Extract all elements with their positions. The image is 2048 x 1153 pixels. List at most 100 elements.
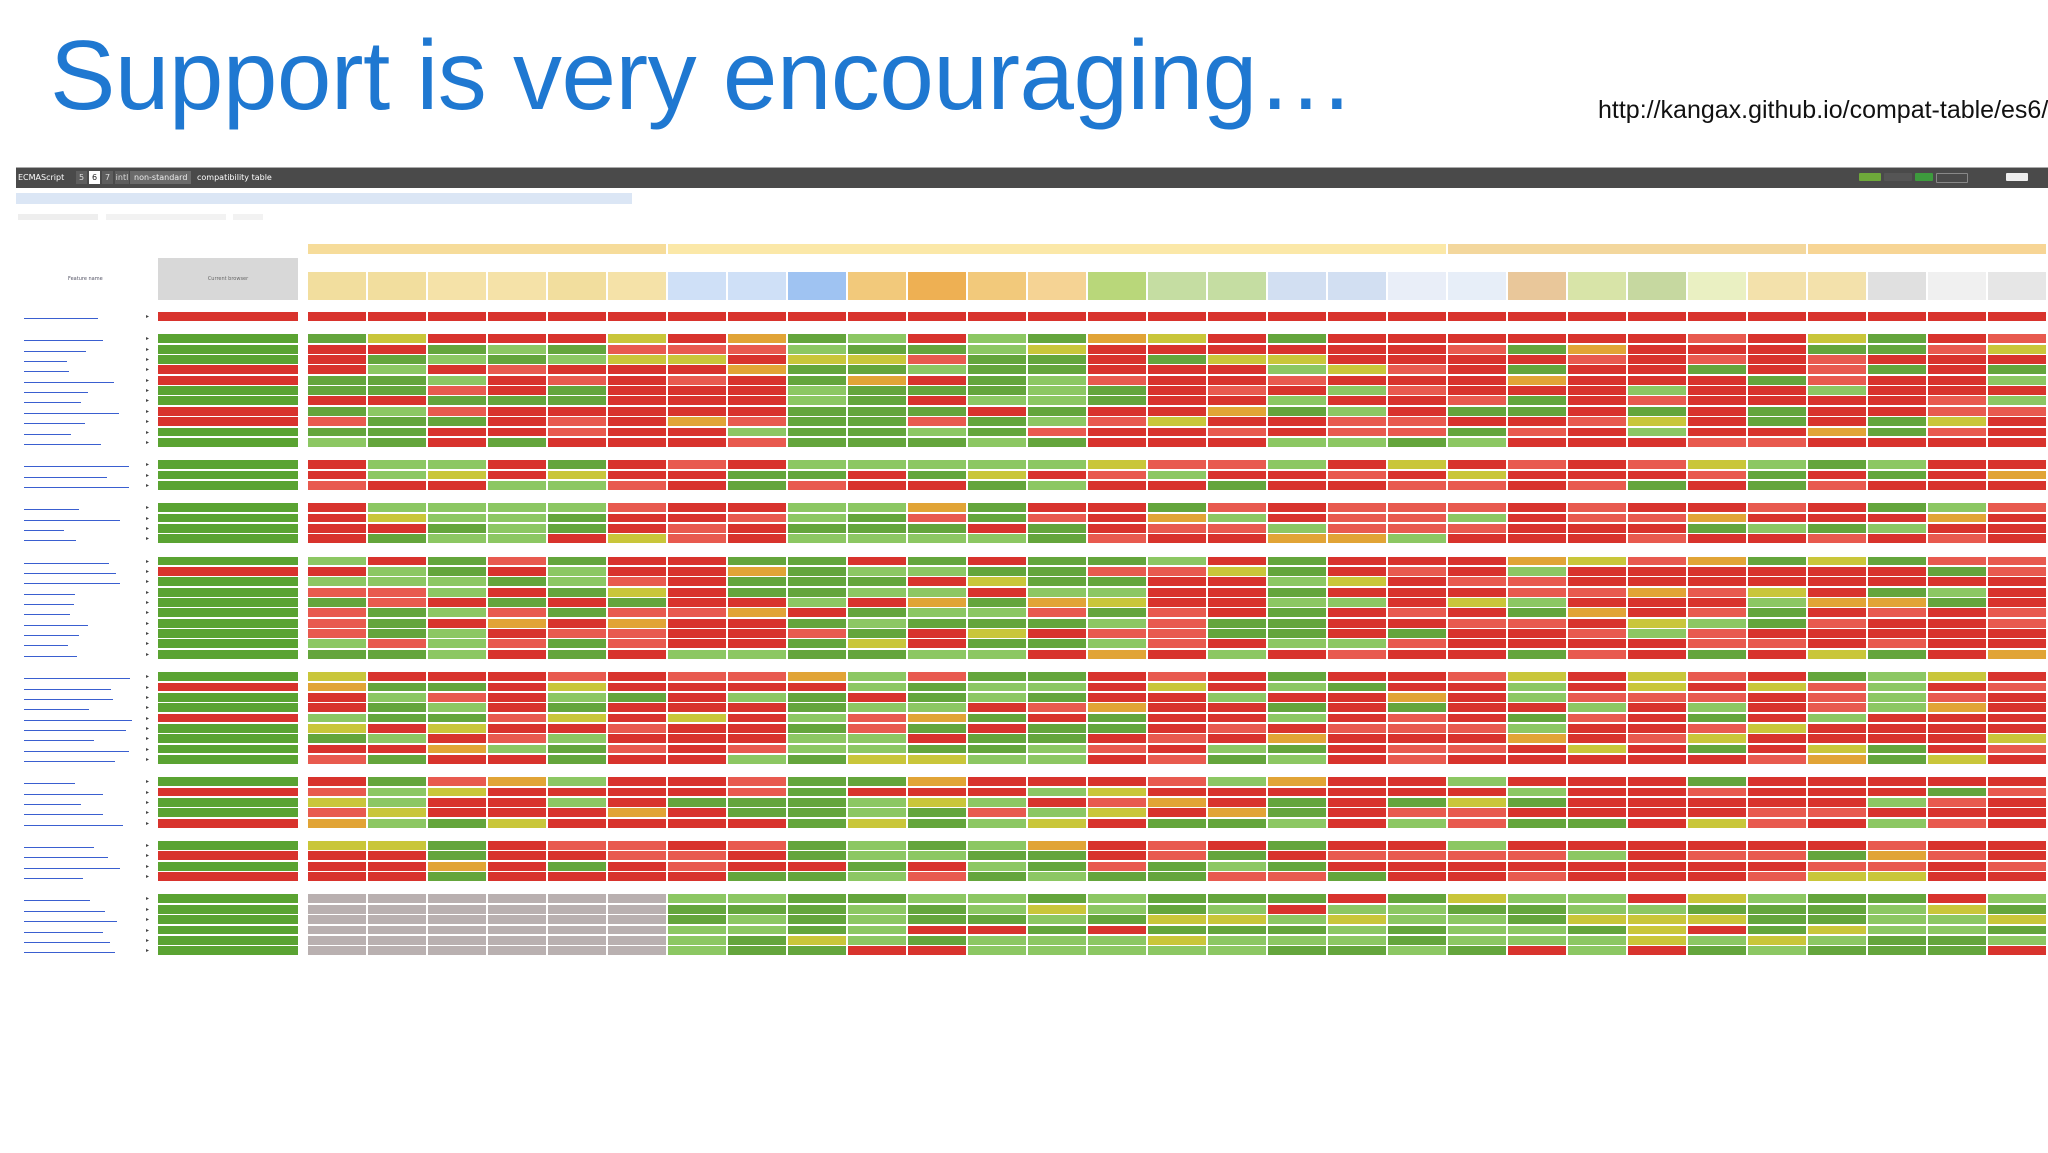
feature-link[interactable]	[24, 650, 77, 657]
platform-column-header[interactable]	[1508, 258, 1566, 300]
feature-link[interactable]	[24, 915, 117, 923]
expand-arrow-icon[interactable]: ▸	[146, 819, 150, 827]
unstable-platforms-toggle[interactable]	[534, 193, 632, 204]
feature-link[interactable]	[24, 714, 132, 721]
expand-arrow-icon[interactable]: ▸	[146, 947, 150, 955]
feature-link[interactable]	[24, 396, 81, 404]
platform-column-header[interactable]	[1388, 258, 1446, 300]
expand-arrow-icon[interactable]: ▸	[146, 376, 150, 384]
feature-link[interactable]	[24, 355, 67, 363]
platform-column-header[interactable]	[1148, 258, 1206, 300]
feature-link[interactable]	[24, 376, 114, 383]
platform-column-header[interactable]	[1328, 258, 1386, 300]
expand-arrow-icon[interactable]: ▸	[146, 673, 150, 681]
expand-arrow-icon[interactable]: ▸	[146, 438, 150, 446]
platform-column-header[interactable]	[308, 258, 366, 300]
expand-arrow-icon[interactable]: ▸	[146, 735, 150, 743]
feature-link[interactable]	[24, 534, 76, 542]
expand-arrow-icon[interactable]: ▸	[146, 345, 150, 353]
feature-link[interactable]	[24, 734, 94, 742]
expand-arrow-icon[interactable]: ▸	[146, 619, 150, 627]
expand-arrow-icon[interactable]: ▸	[146, 535, 150, 543]
feature-link[interactable]	[24, 471, 107, 478]
feature-link[interactable]	[24, 693, 113, 700]
expand-arrow-icon[interactable]: ▸	[146, 755, 150, 763]
feature-link[interactable]	[24, 407, 119, 414]
feature-link[interactable]	[24, 428, 71, 435]
feature-link[interactable]	[24, 755, 115, 762]
platform-column-header[interactable]	[1808, 258, 1866, 300]
expand-arrow-icon[interactable]: ▸	[146, 693, 150, 701]
expand-arrow-icon[interactable]: ▸	[146, 905, 150, 913]
expand-arrow-icon[interactable]: ▸	[146, 428, 150, 436]
feature-link[interactable]	[24, 788, 103, 795]
expand-arrow-icon[interactable]: ▸	[146, 852, 150, 860]
feature-link[interactable]	[24, 608, 70, 616]
feature-link[interactable]	[24, 926, 103, 933]
feature-link[interactable]	[24, 683, 111, 690]
expand-arrow-icon[interactable]: ▸	[146, 714, 150, 722]
feature-link[interactable]	[24, 514, 120, 521]
platform-column-header[interactable]	[548, 258, 606, 300]
platform-column-header[interactable]	[368, 258, 426, 300]
version-tab-6[interactable]: 6	[89, 171, 100, 184]
expand-arrow-icon[interactable]: ▸	[146, 778, 150, 786]
expand-arrow-icon[interactable]: ▸	[146, 588, 150, 596]
feature-link[interactable]	[24, 577, 120, 585]
expand-arrow-icon[interactable]: ▸	[146, 926, 150, 934]
expand-arrow-icon[interactable]: ▸	[146, 397, 150, 405]
platform-column-header[interactable]	[1868, 258, 1926, 300]
feature-link[interactable]	[24, 745, 129, 752]
feature-link[interactable]	[24, 481, 129, 488]
feature-link[interactable]	[24, 557, 109, 564]
platform-column-header[interactable]	[1748, 258, 1806, 300]
expand-arrow-icon[interactable]: ▸	[146, 387, 150, 395]
version-tab-5[interactable]: 5	[76, 171, 87, 184]
expand-arrow-icon[interactable]: ▸	[146, 599, 150, 607]
feature-link[interactable]	[24, 629, 79, 637]
share-badge[interactable]	[1859, 173, 1881, 181]
expand-arrow-icon[interactable]: ▸	[146, 461, 150, 469]
version-tab-7[interactable]: 7	[102, 171, 113, 184]
expand-arrow-icon[interactable]: ▸	[146, 704, 150, 712]
platform-column-header[interactable]	[728, 258, 786, 300]
expand-arrow-icon[interactable]: ▸	[146, 895, 150, 903]
feature-link[interactable]	[24, 438, 101, 445]
expand-arrow-icon[interactable]: ▸	[146, 418, 150, 426]
feature-link[interactable]	[24, 724, 126, 731]
expand-arrow-icon[interactable]: ▸	[146, 313, 150, 320]
expand-arrow-icon[interactable]: ▸	[146, 356, 150, 364]
platform-column-header[interactable]	[1088, 258, 1146, 300]
feature-link[interactable]	[24, 894, 90, 902]
feature-link[interactable]	[24, 777, 75, 785]
expand-arrow-icon[interactable]: ▸	[146, 862, 150, 870]
feature-link[interactable]	[24, 619, 88, 626]
expand-arrow-icon[interactable]: ▸	[146, 504, 150, 512]
expand-arrow-icon[interactable]: ▸	[146, 407, 150, 415]
expand-arrow-icon[interactable]: ▸	[146, 640, 150, 648]
expand-arrow-icon[interactable]: ▸	[146, 916, 150, 924]
feature-link[interactable]	[24, 808, 103, 816]
platform-column-header[interactable]	[848, 258, 906, 300]
platform-column-header[interactable]	[428, 258, 486, 300]
feature-link[interactable]	[24, 819, 123, 826]
platform-column-header[interactable]	[788, 258, 846, 300]
expand-arrow-icon[interactable]: ▸	[146, 524, 150, 532]
platform-column-header[interactable]	[668, 258, 726, 300]
platform-column-header[interactable]	[1448, 258, 1506, 300]
feature-link[interactable]	[24, 598, 74, 606]
expand-arrow-icon[interactable]: ▸	[146, 578, 150, 586]
feature-link[interactable]	[24, 567, 116, 574]
obsolete-platforms-toggle[interactable]	[416, 193, 534, 204]
feature-link[interactable]	[24, 503, 79, 511]
feature-link[interactable]	[24, 703, 89, 711]
platform-column-header[interactable]	[608, 258, 666, 300]
expand-arrow-icon[interactable]: ▸	[146, 471, 150, 479]
expand-arrow-icon[interactable]: ▸	[146, 683, 150, 691]
feature-link[interactable]	[24, 872, 83, 880]
feature-link[interactable]	[24, 862, 120, 869]
feature-link[interactable]	[24, 905, 105, 912]
tweet-badge[interactable]	[2006, 173, 2028, 181]
feature-link[interactable]	[24, 524, 64, 531]
feature-link[interactable]	[24, 798, 81, 805]
